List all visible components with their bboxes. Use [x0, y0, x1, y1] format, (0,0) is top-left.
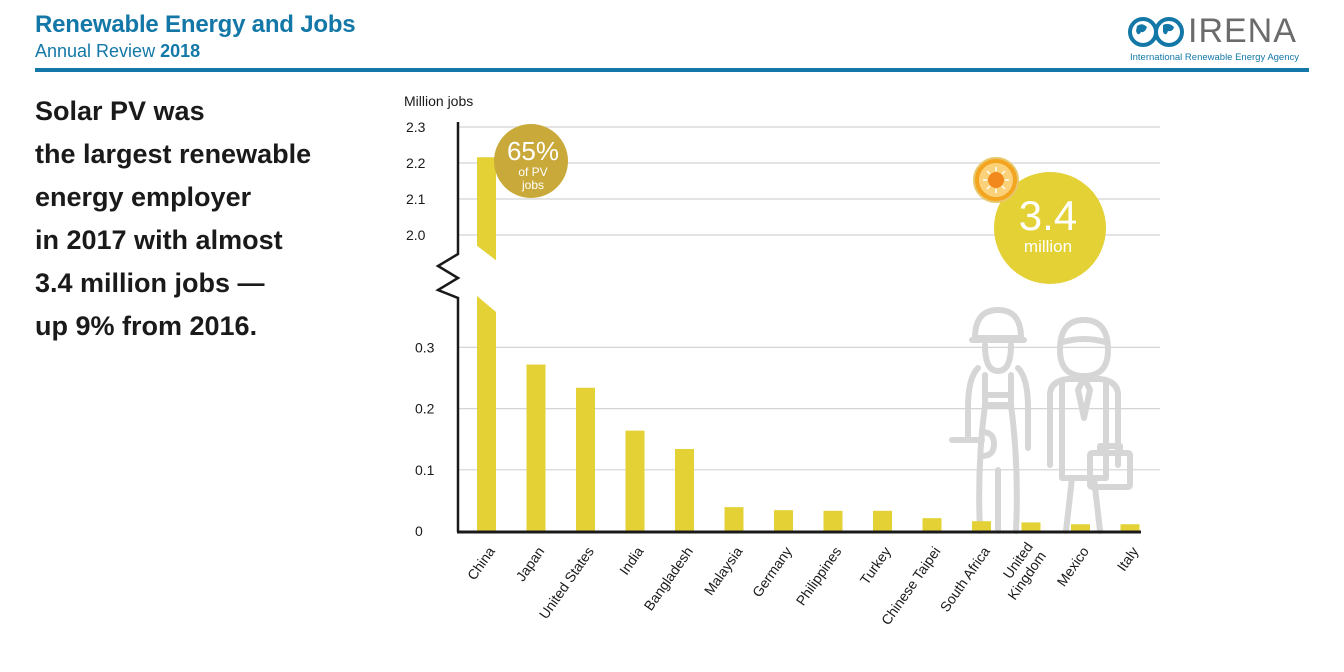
x-tick-label: South Africa — [937, 544, 994, 615]
subtitle-prefix: Annual Review — [35, 41, 156, 61]
x-tick-label-line: Mexico — [1053, 544, 1092, 590]
sun-icon — [973, 157, 1019, 203]
y-tick-label: 2.1 — [406, 191, 426, 207]
x-tick-label-line: Malaysia — [701, 543, 746, 598]
x-tick-label-line: Bangladesh — [640, 544, 696, 614]
header-title: Renewable Energy and Jobs — [35, 11, 356, 38]
bar — [972, 521, 991, 531]
y-tick-label: 0.2 — [415, 401, 435, 417]
y-tick-label: 2.0 — [406, 227, 426, 243]
x-tick-label: Turkey — [857, 544, 894, 588]
china-share-value: 65% — [507, 136, 559, 166]
china-share-line1: of PV — [518, 165, 547, 179]
bar — [675, 448, 694, 531]
china-share-badge: 65% of PV jobs — [494, 124, 568, 198]
bar — [873, 510, 892, 531]
subtitle-year: 2018 — [160, 41, 201, 61]
y-tick-label: 0.1 — [415, 462, 435, 478]
x-tick-label: Italy — [1114, 544, 1142, 574]
x-tick-label-line: Philippines — [793, 544, 845, 609]
logo-wordmark: IRENA — [1188, 12, 1297, 50]
y-tick-label: 2.2 — [406, 155, 426, 171]
workers-illustration — [949, 307, 1133, 534]
y-axis-line — [435, 122, 461, 532]
lead-line: the largest renewable — [35, 139, 312, 169]
x-tick-label-line: Turkey — [857, 544, 894, 588]
male-worker-icon — [1047, 317, 1133, 534]
globe-infinity-icon — [1128, 17, 1184, 47]
axes — [435, 122, 1141, 534]
x-tick-label-line: Italy — [1114, 544, 1142, 574]
china-share-circle — [494, 124, 568, 198]
x-tick-label: India — [616, 543, 647, 577]
lead-line: up 9% from 2016. — [35, 311, 258, 341]
x-tick-label: Malaysia — [701, 543, 746, 598]
x-tick-label: Germany — [749, 544, 795, 600]
x-tick-label-line: Germany — [749, 544, 795, 600]
x-tick-label: China — [464, 544, 498, 583]
y-tick-label: 0.3 — [415, 339, 435, 355]
total-value: 3.4 — [1019, 192, 1077, 239]
bar — [477, 296, 496, 531]
china-share-line2: jobs — [521, 178, 544, 192]
bar — [1120, 524, 1140, 531]
x-tick-label: Philippines — [793, 544, 845, 609]
bar — [576, 387, 595, 531]
header-rule — [35, 68, 1309, 72]
x-tick-label-line: China — [464, 544, 498, 583]
bars — [477, 157, 1140, 531]
bar — [526, 364, 546, 531]
x-tick-label-line: Japan — [512, 544, 547, 584]
y-tick-labels: 0 0.1 0.2 0.3 2.0 2.1 2.2 2.3 — [406, 119, 435, 539]
header-subtitle: Annual Review 2018 — [35, 41, 200, 62]
x-tick-label-line: South Africa — [937, 544, 994, 615]
bar — [922, 518, 942, 531]
x-tick-label: Mexico — [1053, 544, 1092, 590]
lead-line: Solar PV was — [35, 96, 205, 126]
female-worker-icon — [949, 307, 1031, 534]
y-tick-label: 0 — [415, 523, 423, 539]
x-tick-label: Bangladesh — [640, 544, 696, 614]
bar — [477, 157, 496, 261]
logo-tagline: International Renewable Energy Agency — [1130, 52, 1300, 63]
bar — [1071, 524, 1090, 531]
lead-line: energy employer — [35, 182, 252, 212]
bar — [724, 507, 744, 531]
bar — [1021, 522, 1041, 531]
x-tick-label-line: India — [616, 543, 647, 577]
bar — [823, 510, 843, 531]
bar — [774, 510, 793, 531]
lead-text: Solar PV was the largest renewable energ… — [35, 90, 311, 348]
y-tick-label: 2.3 — [406, 119, 426, 135]
y-axis-title: Million jobs — [404, 93, 474, 109]
lead-line: 3.4 million jobs — — [35, 268, 265, 298]
total-badge: 3.4 million — [994, 172, 1106, 284]
lead-line: in 2017 with almost — [35, 225, 283, 255]
bar — [625, 430, 645, 531]
x-tick-label: Japan — [512, 544, 547, 584]
total-circle — [994, 172, 1106, 284]
irena-logo: IRENA International Renewable Energy Age… — [1128, 12, 1328, 64]
total-unit: million — [1024, 237, 1072, 256]
